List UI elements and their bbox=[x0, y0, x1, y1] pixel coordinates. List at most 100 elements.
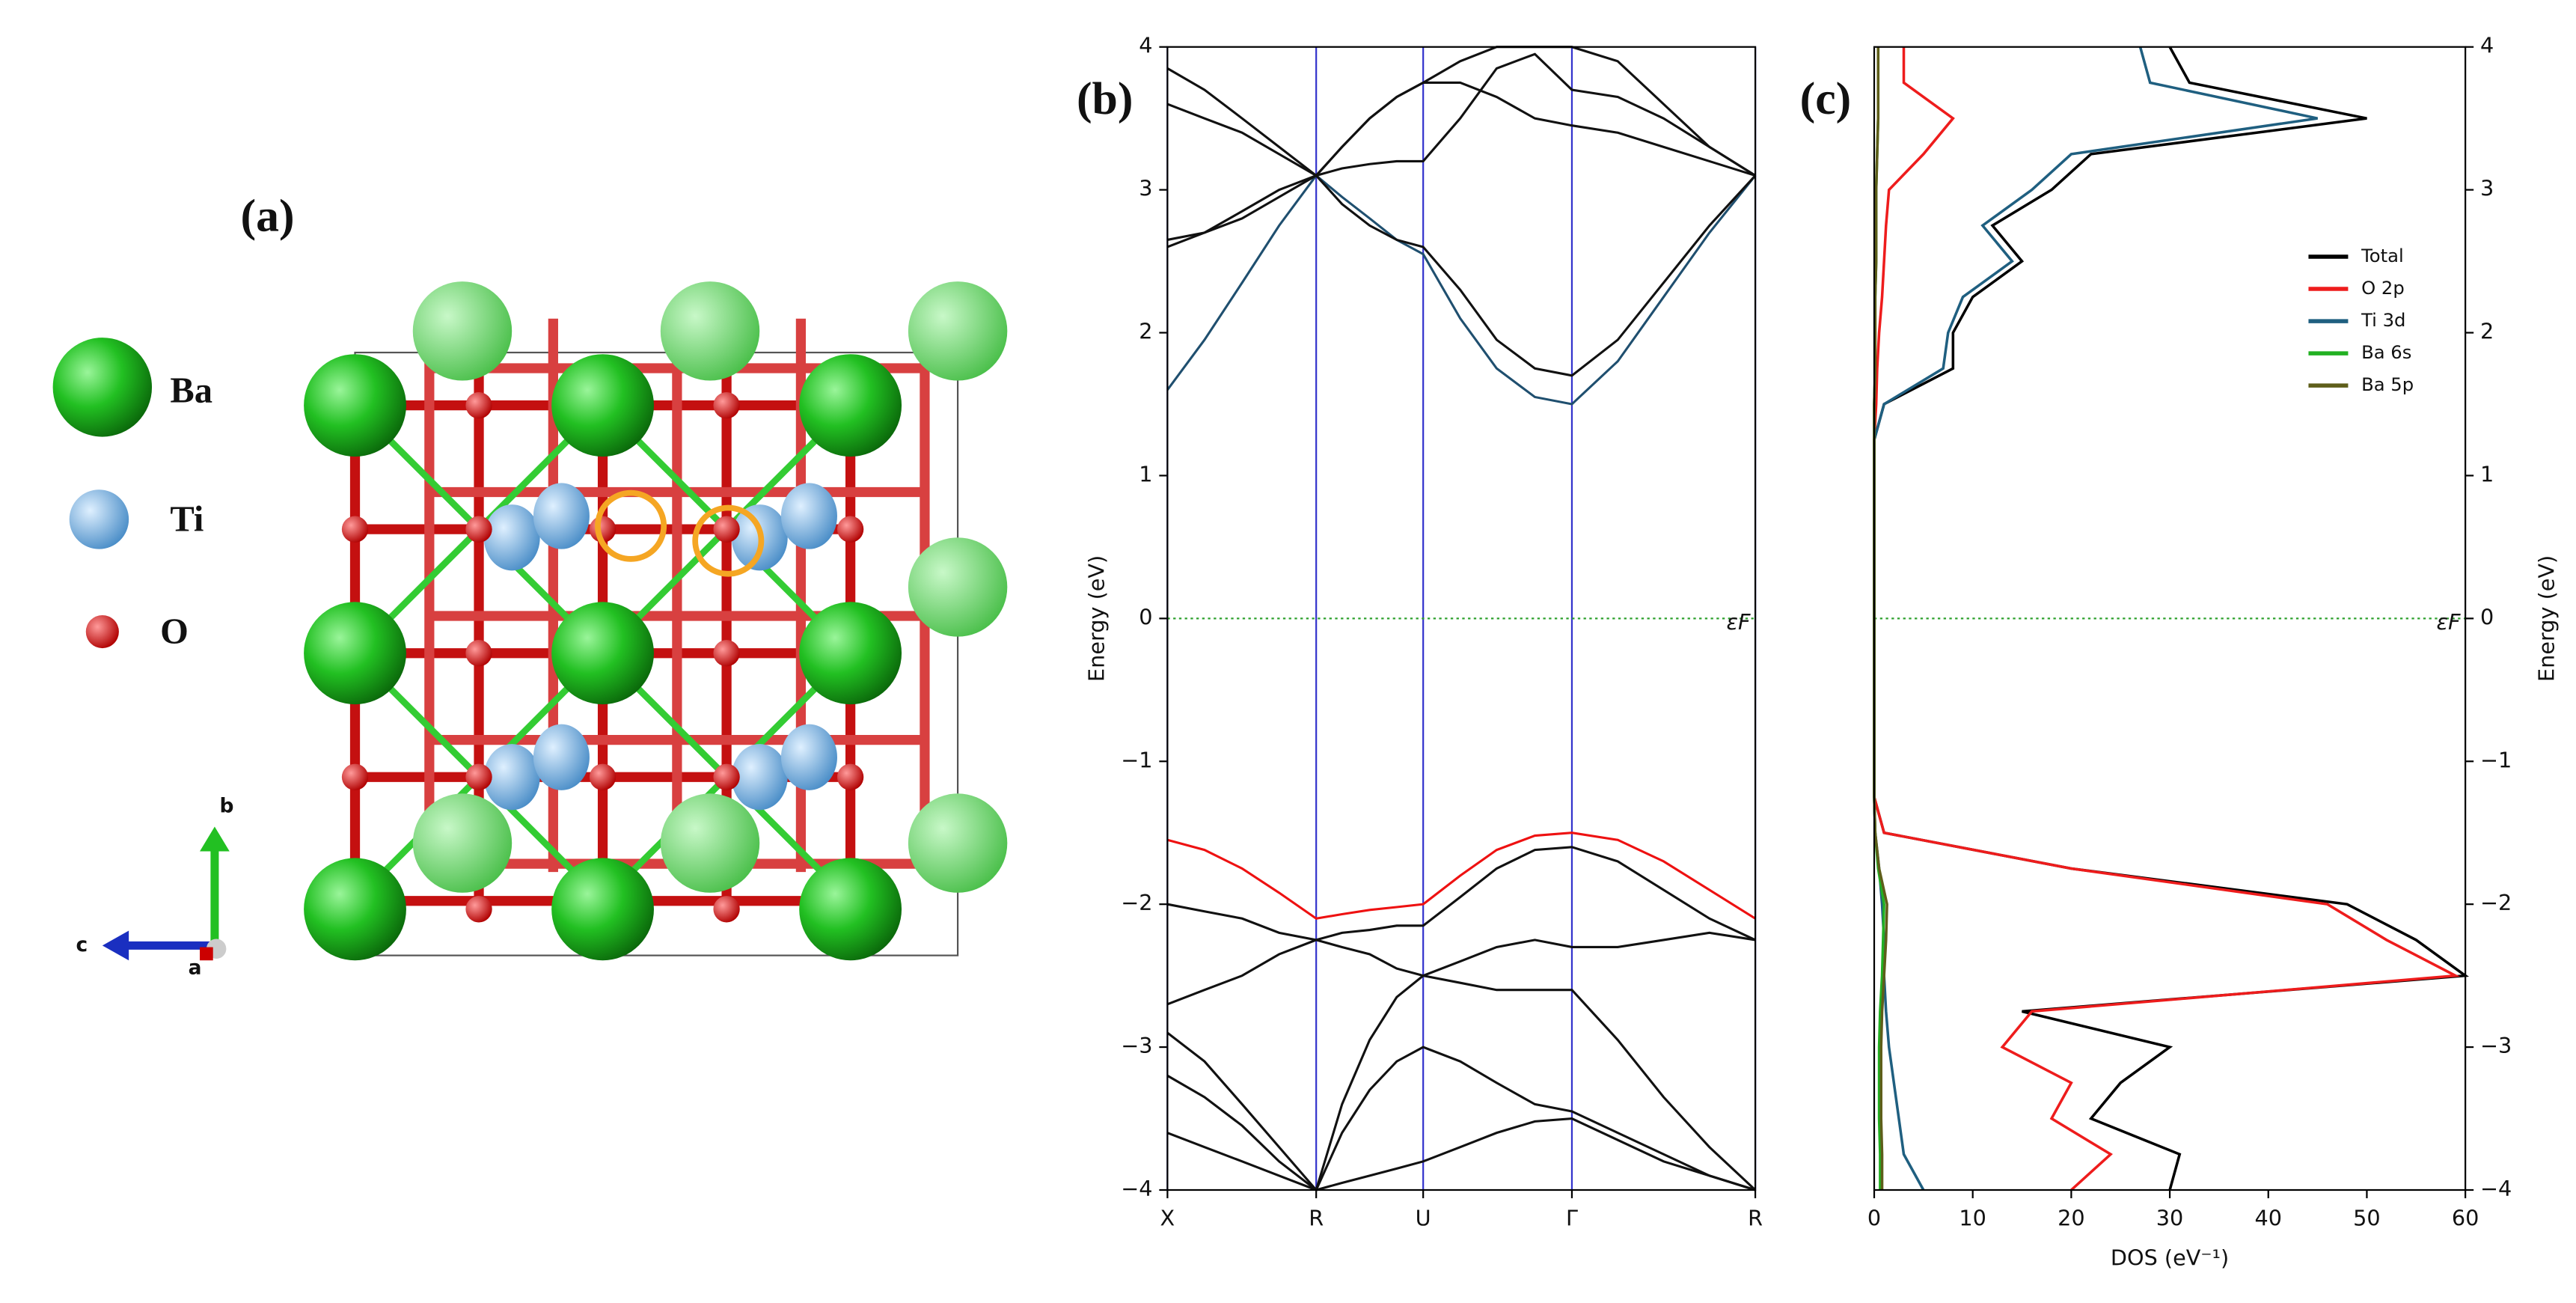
series-line bbox=[1166, 831, 1756, 920]
atom-ba bbox=[799, 602, 902, 705]
atom-ba bbox=[660, 281, 760, 381]
atom-ti bbox=[780, 483, 837, 549]
x-tick-label: R bbox=[1309, 1206, 1324, 1231]
x-tick-label: Γ bbox=[1566, 1206, 1578, 1231]
highlight bbox=[595, 489, 667, 562]
fermi-label: εF bbox=[1726, 609, 1751, 635]
legend-label: Ti bbox=[170, 498, 204, 539]
y-tick-label: 4 bbox=[1139, 33, 1152, 58]
x-tick-label: 30 bbox=[2156, 1206, 2184, 1231]
y-axis-label: Energy (eV) bbox=[2533, 555, 2559, 682]
y-tick-label: −1 bbox=[2480, 747, 2512, 772]
plot-frame bbox=[1166, 46, 1757, 1191]
atom-ti bbox=[483, 504, 540, 571]
atom-o bbox=[713, 640, 740, 667]
y-tick-label: 0 bbox=[1139, 604, 1152, 629]
atom-o bbox=[713, 391, 740, 419]
legend-sphere bbox=[52, 338, 153, 437]
y-tick-label: 0 bbox=[2480, 604, 2494, 629]
atom-o bbox=[836, 516, 864, 543]
atom-o bbox=[465, 391, 492, 419]
y-tick-label: −1 bbox=[1121, 747, 1152, 772]
atom-o bbox=[465, 763, 492, 790]
atom-ti bbox=[533, 724, 590, 790]
x-tick-label: 20 bbox=[2058, 1206, 2085, 1231]
axis-arrow bbox=[102, 930, 129, 961]
atom-ba bbox=[551, 602, 654, 705]
series-line bbox=[1166, 931, 1756, 1006]
atom-ba bbox=[660, 793, 760, 893]
plot-frame bbox=[1873, 46, 2467, 1191]
x-tick-label: X bbox=[1160, 1206, 1175, 1231]
y-tick-label: −4 bbox=[1121, 1176, 1152, 1201]
y-tick-label: −2 bbox=[1121, 890, 1152, 915]
atom-o bbox=[341, 516, 369, 543]
atom-ti bbox=[533, 483, 590, 549]
legend-label: Ba 6s bbox=[2361, 341, 2411, 363]
x-tick-label: 40 bbox=[2254, 1206, 2282, 1231]
y-tick-label: −3 bbox=[2480, 1033, 2512, 1058]
y-tick-label: −2 bbox=[2480, 890, 2512, 915]
y-tick-label: 1 bbox=[2480, 461, 2494, 486]
atom-ba bbox=[908, 537, 1008, 637]
atom-ba bbox=[799, 858, 902, 961]
atom-o bbox=[713, 763, 740, 790]
atom-ba bbox=[412, 793, 513, 893]
panel-label: (b) bbox=[1077, 73, 1133, 124]
panel-label: (c) bbox=[1800, 73, 1852, 124]
y-tick-label: 3 bbox=[2480, 176, 2494, 201]
axis-label: a bbox=[189, 956, 202, 980]
x-tick-label: 60 bbox=[2452, 1206, 2479, 1231]
atom-ba bbox=[304, 602, 406, 705]
atom-o bbox=[713, 896, 740, 923]
atom-o bbox=[465, 640, 492, 667]
y-tick-label: −4 bbox=[2480, 1176, 2512, 1201]
atom-ba bbox=[304, 858, 406, 961]
legend-sphere bbox=[85, 614, 119, 649]
atom-ti bbox=[483, 744, 540, 811]
y-tick-label: 2 bbox=[2480, 319, 2494, 344]
atom-ti bbox=[780, 724, 837, 790]
series-line bbox=[1166, 174, 1757, 406]
atom-ba bbox=[551, 858, 654, 961]
axis-label: b bbox=[220, 794, 234, 817]
x-tick-label: 50 bbox=[2353, 1206, 2381, 1231]
x-axis-label: DOS (eV⁻¹) bbox=[2111, 1245, 2229, 1271]
atom-o bbox=[465, 516, 492, 543]
atom-o bbox=[836, 763, 864, 790]
panel-label: (a) bbox=[241, 191, 295, 242]
x-tick-label: U bbox=[1416, 1206, 1431, 1231]
y-tick-label: 1 bbox=[1139, 461, 1152, 486]
y-tick-label: −3 bbox=[1121, 1033, 1152, 1058]
y-axis-label: Energy (eV) bbox=[1084, 555, 1110, 682]
x-tick-label: R bbox=[1748, 1206, 1763, 1231]
axis-arrow bbox=[200, 947, 213, 961]
series-line bbox=[1166, 46, 1756, 177]
series-line bbox=[1166, 1117, 1756, 1191]
axis-label: c bbox=[76, 933, 88, 956]
atom-ba bbox=[908, 793, 1008, 893]
legend-sphere bbox=[69, 489, 129, 549]
highlight bbox=[692, 504, 765, 577]
series-line bbox=[1167, 846, 1756, 942]
legend-label: O bbox=[160, 611, 189, 652]
legend-label: Ba bbox=[170, 370, 212, 410]
fermi-label: εF bbox=[2436, 609, 2461, 635]
series-line bbox=[1166, 974, 1757, 1193]
atom-ba bbox=[908, 281, 1008, 381]
x-tick-label: 0 bbox=[1867, 1206, 1881, 1231]
atom-o bbox=[341, 763, 369, 790]
y-tick-label: 3 bbox=[1139, 176, 1152, 201]
crystal-structure bbox=[304, 281, 1008, 961]
y-tick-label: 2 bbox=[1139, 319, 1152, 344]
atom-ba bbox=[304, 354, 406, 457]
legend-label: Total bbox=[2361, 245, 2404, 266]
atom-ba bbox=[551, 354, 654, 457]
atom-o bbox=[465, 896, 492, 923]
x-tick-label: 10 bbox=[1959, 1206, 1986, 1231]
legend-label: O 2p bbox=[2361, 277, 2405, 299]
atom-ti bbox=[731, 744, 788, 811]
series-line bbox=[1166, 1046, 1756, 1192]
